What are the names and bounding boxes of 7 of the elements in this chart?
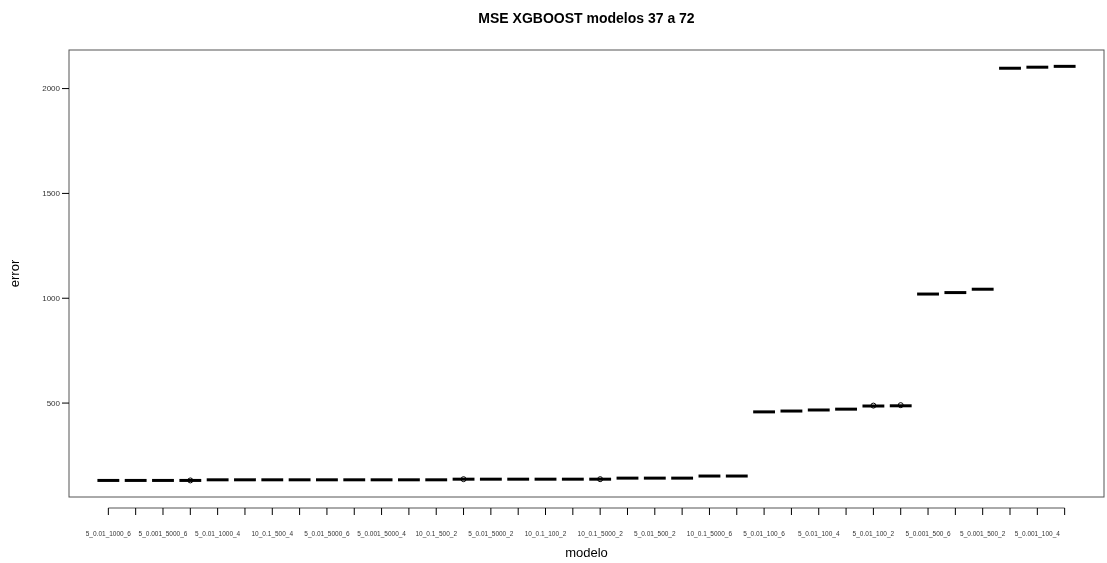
x-axis-title: modelo xyxy=(565,545,608,560)
y-tick-label: 1500 xyxy=(42,188,61,198)
y-tick-label: 500 xyxy=(46,398,61,408)
y-tick-label: 1000 xyxy=(42,293,61,303)
y-axis-title: error xyxy=(7,259,22,288)
chart-title: MSE XGBOOST modelos 37 a 72 xyxy=(478,10,695,26)
y-tick-label: 2000 xyxy=(42,84,61,94)
